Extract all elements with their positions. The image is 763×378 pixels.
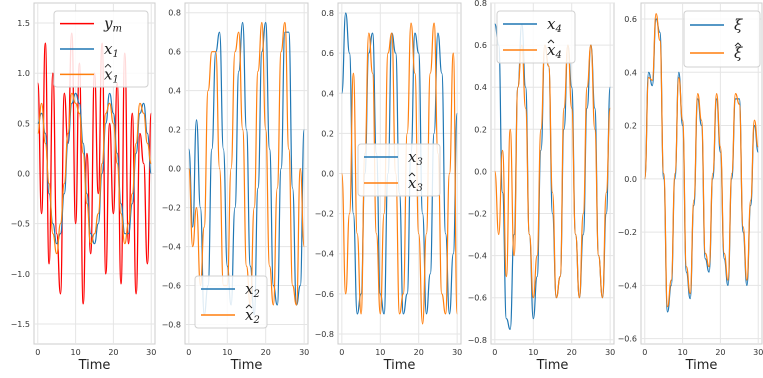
- x-tick-label: 0: [339, 348, 344, 357]
- y-tick-label: −0.8: [315, 330, 334, 339]
- subplot-5: −0.6 −0.4 −0.2 0.0 0.2 0.4 0.6 0 10 20 30 Time ξξ: [618, 2, 763, 373]
- x-tick-label: 30: [299, 348, 309, 357]
- y-tick-label: 0.4: [168, 87, 181, 96]
- series-line-2: [494, 44, 611, 299]
- hat-accent: [547, 39, 555, 44]
- y-tick-label: −0.8: [468, 336, 487, 345]
- x-tick-label: 10: [528, 348, 538, 357]
- y-tick-label: −0.6: [315, 290, 334, 299]
- legend-label: ξ: [734, 44, 743, 62]
- y-tick-label: 0.0: [321, 170, 334, 179]
- x-tick-label: 30: [753, 348, 763, 357]
- x-axis-label: Time: [78, 358, 111, 373]
- x-axis-label: Time: [230, 358, 263, 373]
- series-line-2: [341, 22, 458, 325]
- y-tick-label: −0.4: [468, 252, 487, 261]
- x-axis-label: Time: [383, 358, 416, 373]
- y-tick-label: 0.6: [474, 41, 487, 50]
- series-line-2: [37, 92, 152, 245]
- y-tick-label: 0.4: [474, 83, 487, 92]
- x-tick-label: 10: [71, 348, 81, 357]
- y-tick-label: −0.2: [468, 209, 487, 218]
- x-tick-label: 30: [146, 348, 156, 357]
- y-tick-label: 1.5: [17, 19, 30, 28]
- y-tick-label: 0.4: [321, 89, 334, 98]
- legend-box: [683, 10, 761, 68]
- y-tick-label: 0.0: [17, 170, 30, 179]
- y-tick-label: −0.4: [162, 243, 181, 252]
- x-axis-label: Time: [685, 358, 718, 373]
- y-tick-label: −0.2: [315, 210, 334, 219]
- y-tick-label: −0.6: [468, 294, 487, 303]
- subplot-4: −0.8 −0.6 −0.4 −0.2 0.0 0.2 0.4 0.6 0.8 0 10 20 30 Ti…: [468, 0, 616, 373]
- x-tick-label: 20: [567, 348, 577, 357]
- y-tick-label: 0.8: [474, 0, 487, 8]
- x-axis-label: Time: [536, 358, 569, 373]
- legend-label: ξ: [734, 16, 743, 34]
- x-tick-label: 20: [715, 348, 725, 357]
- y-tick-label: 0.2: [168, 126, 181, 135]
- y-tick-label: 0.2: [624, 122, 637, 131]
- x-tick-label: 0: [186, 348, 191, 357]
- x-tick-label: 0: [492, 348, 497, 357]
- y-tick-label: 0.6: [624, 15, 637, 24]
- legend: ξξ: [683, 10, 761, 68]
- hat-accent: [734, 42, 742, 47]
- y-tick-label: −0.8: [162, 321, 181, 330]
- y-tick-label: −0.4: [315, 250, 334, 259]
- hat-accent: [245, 304, 253, 309]
- hat-accent: [104, 63, 112, 68]
- y-tick-label: 1.0: [17, 69, 30, 78]
- subplot-2: −0.8 −0.6 −0.4 −0.2 0.0 0.2 0.4 0.6 0.8 0 10 20 30 Ti…: [162, 2, 309, 373]
- y-tick-label: 0.2: [474, 125, 487, 134]
- hat-accent: [408, 172, 416, 177]
- y-tick-label: 0.0: [168, 165, 181, 174]
- legend-box: [496, 10, 576, 64]
- y-tick-label: 0.0: [624, 175, 637, 184]
- legend-box: [53, 10, 149, 88]
- x-tick-label: 20: [108, 348, 118, 357]
- series-line-2: [644, 13, 759, 308]
- x-tick-label: 0: [35, 348, 40, 357]
- y-tick-label: −0.2: [618, 228, 637, 237]
- x-tick-label: 10: [375, 348, 385, 357]
- y-tick-label: 0.8: [168, 9, 181, 18]
- x-tick-label: 30: [605, 348, 615, 357]
- x-tick-label: 20: [414, 348, 424, 357]
- x-tick-label: 10: [222, 348, 232, 357]
- legend-box: [357, 143, 441, 197]
- subplot-1: −1.5 −1.0 −0.5 0.0 0.5 1.0 1.5 0 10 20 30 Time ymx1x…: [11, 2, 156, 373]
- y-tick-label: 0.0: [474, 167, 487, 176]
- y-tick-label: −1.0: [11, 270, 30, 279]
- y-tick-label: 0.2: [321, 129, 334, 138]
- series-line-3: [37, 92, 152, 255]
- x-tick-label: 0: [642, 348, 647, 357]
- y-tick-label: 0.4: [624, 68, 637, 77]
- y-tick-label: 0.8: [321, 9, 334, 18]
- y-tick-label: −0.4: [618, 281, 637, 290]
- x-tick-label: 10: [678, 348, 688, 357]
- x-tick-label: 20: [261, 348, 271, 357]
- y-tick-label: −0.5: [11, 220, 30, 229]
- y-tick-label: −0.2: [162, 204, 181, 213]
- y-tick-label: 0.6: [321, 49, 334, 58]
- y-tick-label: 0.6: [168, 48, 181, 57]
- y-tick-label: −0.6: [162, 282, 181, 291]
- subplot-3: −0.8 −0.6 −0.4 −0.2 0.0 0.2 0.4 0.6 0.8 0 10 20 30 Ti…: [315, 2, 462, 373]
- y-tick-label: −1.5: [11, 320, 30, 329]
- series-line-1: [644, 18, 759, 313]
- y-tick-label: −0.6: [618, 335, 637, 344]
- x-tick-label: 30: [452, 348, 462, 357]
- y-tick-label: 0.5: [17, 119, 30, 128]
